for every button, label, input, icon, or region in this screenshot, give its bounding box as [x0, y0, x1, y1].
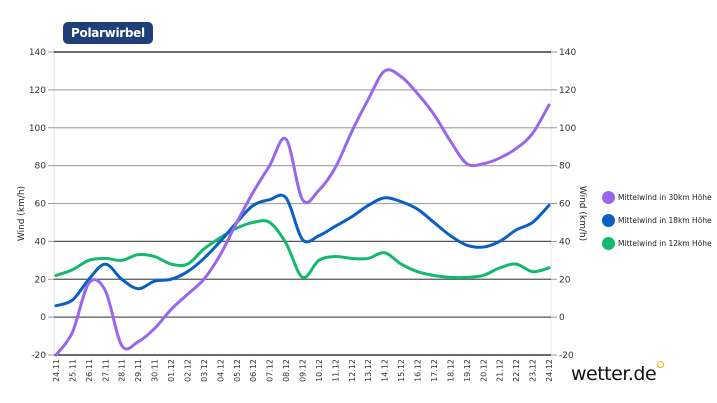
x-tick-label: 29.11 [134, 359, 143, 382]
y-tick-left: -20 [31, 351, 46, 361]
y-tick-right: 40 [559, 237, 571, 247]
y-tick-left: 140 [29, 48, 46, 58]
y-tick-right: 140 [559, 48, 576, 58]
x-tick-label: 16.12 [414, 359, 423, 382]
x-tick-label: 07.12 [266, 359, 275, 382]
legend-dot-icon [602, 237, 615, 250]
legend-label: Mittelwind in 18km Höhe [618, 216, 712, 225]
y-tick-right: -20 [559, 351, 574, 361]
legend-label: Mittelwind in 30km Höhe [618, 193, 712, 202]
series-line-0[interactable] [54, 68, 551, 357]
y-tick-left: 120 [29, 86, 46, 96]
legend-label: Mittelwind in 12km Höhe [618, 239, 712, 248]
x-tick-label: 11.12 [331, 359, 340, 382]
legend-item-12km[interactable]: Mittelwind in 12km Höhe [602, 232, 712, 255]
y-tick-right: 120 [559, 86, 576, 96]
x-tick-label: 26.11 [85, 359, 94, 382]
series-line-1[interactable] [54, 193, 551, 308]
brand-sun-icon [657, 361, 664, 368]
x-tick-label: 14.12 [381, 359, 390, 382]
x-tick-label: 17.12 [430, 359, 439, 382]
x-tick-label: 21.12 [496, 359, 505, 382]
y-tick-left: 80 [35, 162, 47, 172]
x-tick-label: 19.12 [463, 359, 472, 382]
x-tick-label: 10.12 [315, 359, 324, 382]
series-line-2[interactable] [54, 219, 551, 280]
x-tick-label: 01.12 [167, 359, 176, 382]
x-tick-label: 22.12 [512, 359, 521, 382]
legend-item-18km[interactable]: Mittelwind in 18km Höhe [602, 209, 712, 232]
y-axis-label-left: Wind (km/h) [17, 186, 27, 241]
legend-item-30km[interactable]: Mittelwind in 30km Höhe [602, 186, 712, 209]
x-tick-label: 04.12 [216, 359, 225, 382]
chart-title-badge: Polarwirbel [63, 22, 153, 44]
x-tick-label: 06.12 [249, 359, 258, 382]
y-tick-right: 20 [559, 275, 571, 285]
x-tick-label: 09.12 [299, 359, 308, 382]
y-tick-left: 40 [35, 237, 47, 247]
x-tick-label: 15.12 [397, 359, 406, 382]
legend-dot-icon [602, 191, 615, 204]
x-tick-label: 02.12 [183, 359, 192, 382]
y-tick-left: 60 [35, 200, 47, 210]
x-tick-label: 13.12 [364, 359, 373, 382]
x-tick-label: 08.12 [282, 359, 291, 382]
x-tick-label: 12.12 [348, 359, 357, 382]
x-tick-label: 27.11 [101, 359, 110, 382]
legend-dot-icon [602, 214, 615, 227]
y-tick-right: 0 [559, 313, 565, 323]
y-tick-right: 60 [559, 200, 571, 210]
x-tick-label: 28.11 [118, 359, 127, 382]
x-tick-label: 23.12 [529, 359, 538, 382]
x-tick-label: 03.12 [200, 359, 209, 382]
x-tick-label: 05.12 [233, 359, 242, 382]
y-axis-label-right: Wind (km/h) [577, 186, 587, 241]
x-tick-label: 20.12 [479, 359, 488, 382]
chart-legend: Mittelwind in 30km Höhe Mittelwind in 18… [602, 186, 712, 255]
x-tick-label: 30.11 [151, 359, 160, 382]
x-tick-label: 25.11 [68, 359, 77, 382]
x-tick-label: 24.11 [52, 359, 61, 382]
x-tick-label: 18.12 [446, 359, 455, 382]
x-tick-label: 24.12 [545, 359, 554, 382]
brand-logo: wetter.de [571, 363, 657, 385]
y-tick-right: 100 [559, 124, 576, 134]
y-tick-right: 80 [559, 162, 571, 172]
y-tick-left: 0 [40, 313, 46, 323]
y-tick-left: 20 [35, 275, 47, 285]
y-tick-left: 100 [29, 124, 46, 134]
